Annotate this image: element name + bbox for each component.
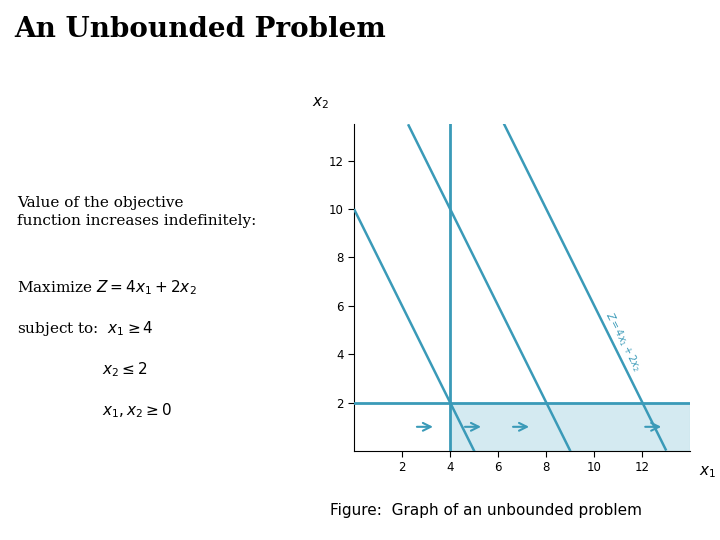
- Text: $x_1, x_2 \geq 0$: $x_1, x_2 \geq 0$: [102, 401, 172, 420]
- Text: Figure:  Graph of an unbounded problem: Figure: Graph of an unbounded problem: [330, 503, 642, 518]
- X-axis label: $x_1$: $x_1$: [698, 464, 716, 480]
- Text: subject to:  $x_1 \geq 4$: subject to: $x_1 \geq 4$: [17, 319, 153, 338]
- Polygon shape: [450, 403, 690, 451]
- Text: Value of the objective
function increases indefinitely:: Value of the objective function increase…: [17, 196, 256, 228]
- Text: $Z = 4x_1 + 2x_2$: $Z = 4x_1 + 2x_2$: [603, 310, 644, 374]
- Y-axis label: $x_2$: $x_2$: [312, 96, 329, 111]
- Text: $x_2 \leq 2$: $x_2 \leq 2$: [102, 360, 148, 379]
- Text: Maximize $Z = 4x_1 + 2x_2$: Maximize $Z = 4x_1 + 2x_2$: [17, 278, 197, 296]
- Text: An Unbounded Problem: An Unbounded Problem: [14, 16, 386, 43]
